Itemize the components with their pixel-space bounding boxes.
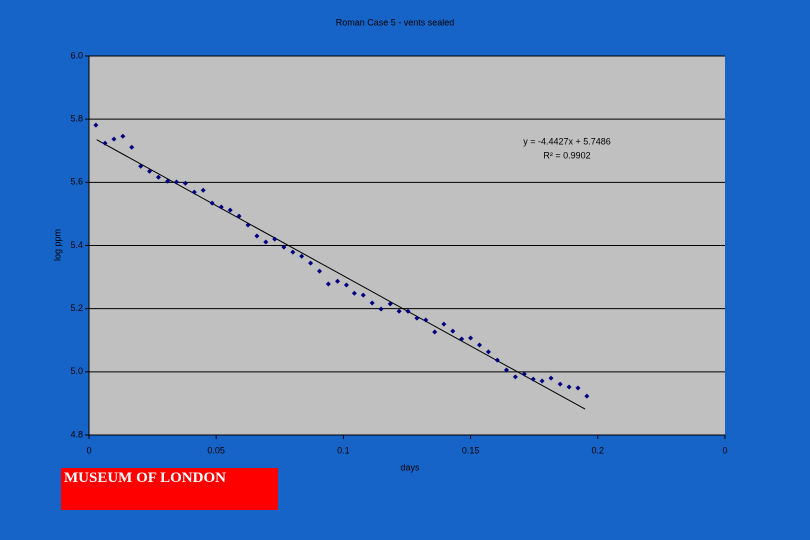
y-tick-label: 6.0 — [70, 50, 83, 60]
data-point — [503, 367, 509, 373]
data-point — [575, 385, 581, 391]
data-point — [93, 122, 99, 128]
data-point — [432, 329, 438, 335]
x-tick-label: 0.05 — [207, 445, 225, 455]
data-point — [566, 384, 572, 390]
x-tick-label: 0 — [86, 445, 91, 455]
data-point — [218, 204, 224, 210]
data-point — [396, 308, 402, 314]
data-point — [335, 278, 341, 284]
x-tick-label: 0 — [722, 445, 727, 455]
data-point — [369, 300, 375, 306]
data-point — [182, 180, 188, 186]
chart-title: Roman Case 5 - vents sealed — [336, 17, 455, 27]
data-point — [281, 244, 287, 250]
data-point — [450, 328, 456, 334]
data-point — [441, 321, 447, 327]
r-squared: R² = 0.9902 — [543, 150, 590, 160]
data-point — [147, 168, 153, 174]
data-point — [254, 233, 260, 239]
data-point — [245, 222, 251, 228]
data-point — [138, 163, 144, 169]
data-point — [165, 178, 171, 184]
data-point — [191, 189, 197, 195]
data-point — [308, 260, 314, 266]
data-point — [351, 290, 357, 296]
y-tick-label: 5.4 — [70, 240, 83, 250]
data-point — [236, 213, 242, 219]
data-point — [530, 376, 536, 382]
trend-equation: y = -4.4427x + 5.7486 — [523, 136, 611, 146]
data-point — [343, 282, 349, 288]
y-tick-label: 5.8 — [70, 114, 83, 124]
data-point — [272, 236, 278, 242]
data-point — [120, 133, 126, 139]
data-point — [378, 306, 384, 312]
x-tick-label: 0.2 — [592, 445, 605, 455]
data-point — [405, 308, 411, 314]
data-point — [512, 374, 518, 380]
data-point — [387, 301, 393, 307]
data-point — [155, 174, 161, 180]
x-axis-label: days — [400, 462, 420, 472]
data-point — [459, 336, 465, 342]
y-tick-label: 4.8 — [70, 429, 83, 439]
data-point — [263, 239, 269, 245]
trendline — [96, 139, 586, 410]
data-point — [129, 144, 135, 150]
y-tick-label: 5.0 — [70, 366, 83, 376]
data-point — [485, 349, 491, 355]
data-point — [360, 292, 366, 298]
data-point — [200, 187, 206, 193]
x-tick-label: 0.1 — [337, 445, 350, 455]
data-point — [325, 281, 331, 287]
data-point — [290, 249, 296, 255]
data-point — [174, 179, 180, 185]
data-point — [414, 315, 420, 321]
data-point — [584, 393, 590, 399]
data-point — [209, 200, 215, 206]
data-point — [299, 253, 305, 259]
data-point — [557, 381, 563, 387]
data-point — [423, 317, 429, 323]
data-point — [468, 335, 474, 341]
y-axis-label: log ppm — [52, 229, 62, 261]
logo: MUSEUM OF LONDON — [61, 468, 278, 510]
y-tick-label: 5.6 — [70, 177, 83, 187]
x-tick-label: 0.15 — [462, 445, 480, 455]
data-point — [111, 136, 117, 142]
data-point — [316, 268, 322, 274]
data-point — [548, 375, 554, 381]
data-point — [227, 207, 233, 213]
data-point — [521, 371, 527, 377]
y-tick-label: 5.2 — [70, 303, 83, 313]
data-point — [477, 342, 483, 348]
data-point — [102, 140, 108, 146]
data-point — [539, 378, 545, 384]
data-point — [494, 357, 500, 363]
